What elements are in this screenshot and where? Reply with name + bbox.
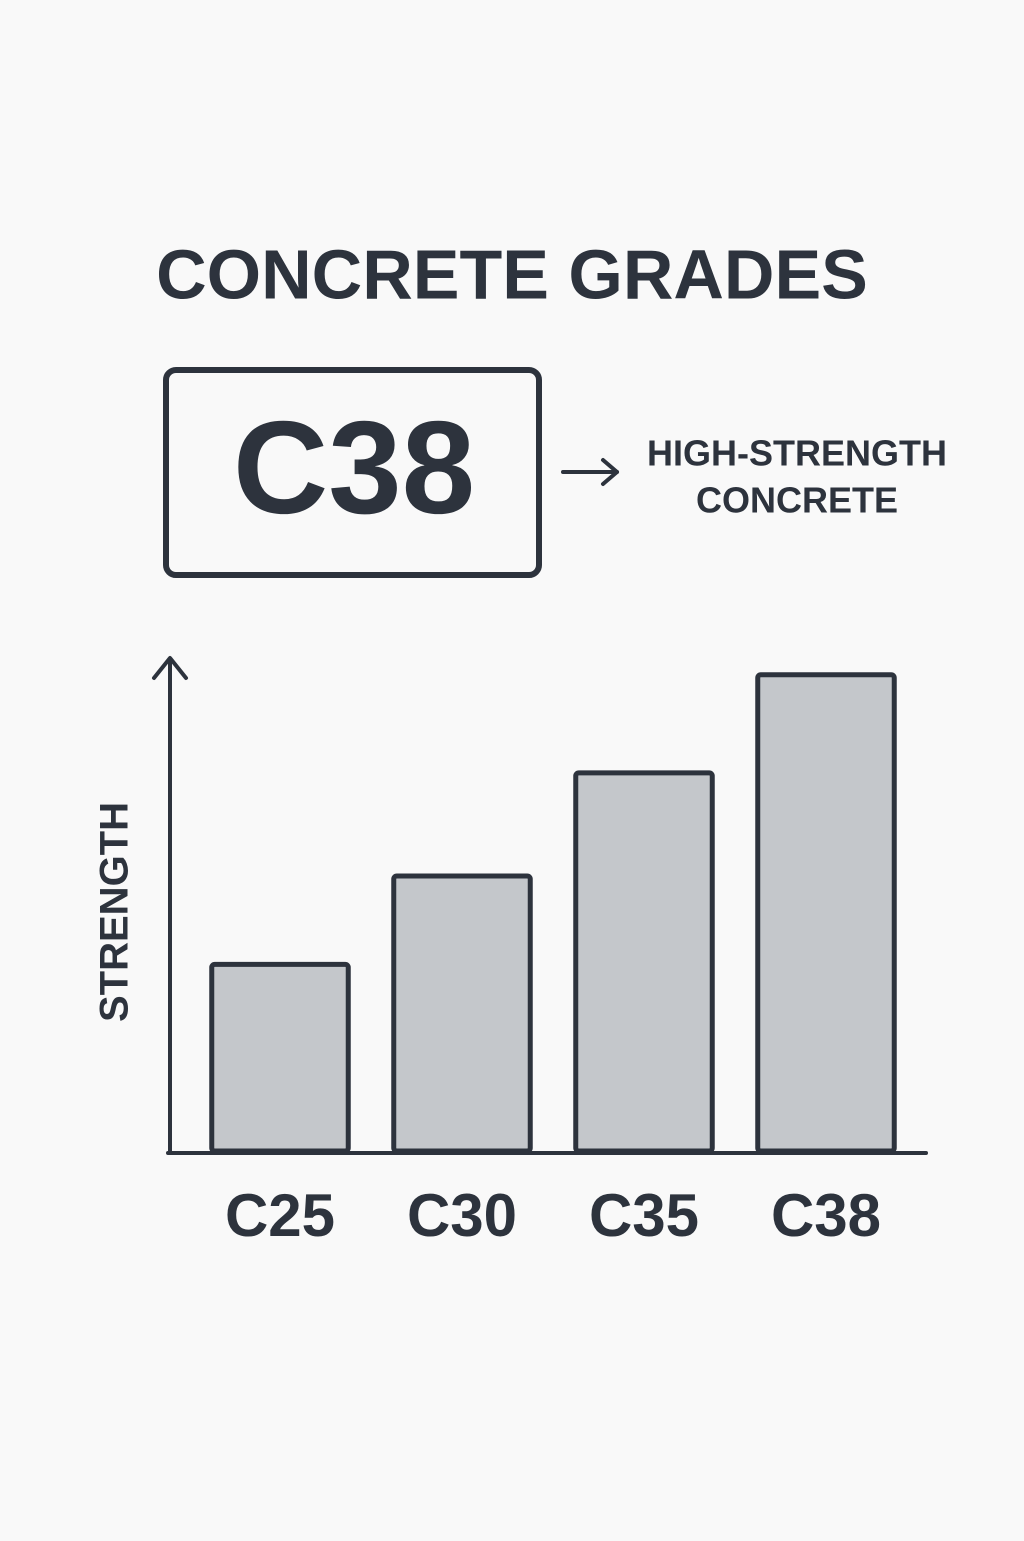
bar bbox=[209, 961, 351, 1154]
annotation-line: CONCRETE bbox=[696, 480, 898, 521]
x-tick-label: C30 bbox=[407, 1182, 517, 1249]
title: CONCRETE GRADES bbox=[156, 235, 868, 313]
bar bbox=[573, 770, 715, 1154]
annotation-line: HIGH-STRENGTH bbox=[647, 433, 947, 474]
arrow bbox=[561, 458, 619, 486]
highlight-box bbox=[163, 367, 542, 578]
bar bbox=[755, 672, 897, 1154]
x-tick-label: C35 bbox=[589, 1182, 699, 1249]
x-tick-label: C25 bbox=[225, 1182, 335, 1249]
highlight-label: C38 bbox=[233, 394, 475, 541]
y-axis-label: STRENGTH bbox=[93, 802, 137, 1022]
x-tick-label: C38 bbox=[771, 1182, 881, 1249]
bar bbox=[391, 873, 533, 1154]
